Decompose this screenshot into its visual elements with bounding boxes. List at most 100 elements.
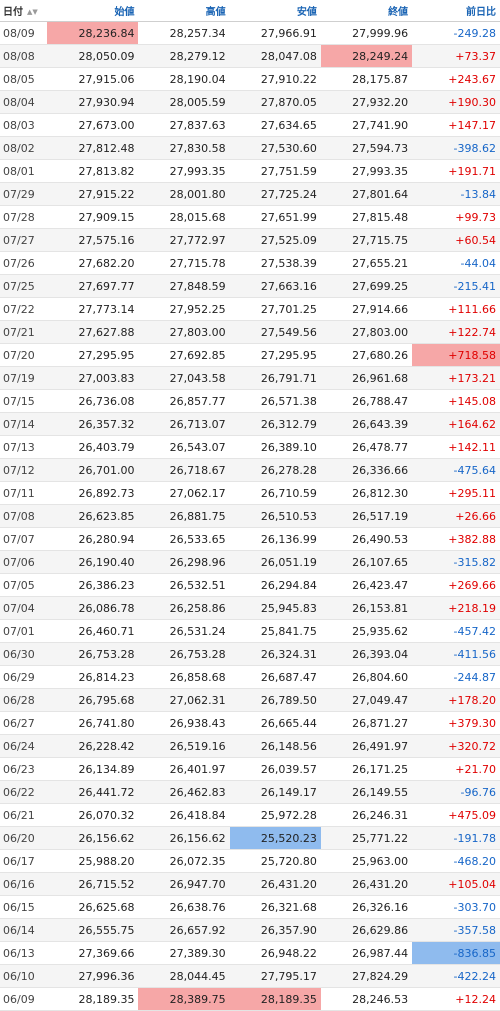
table-row: 07/01 26,460.71 26,531.24 25,841.75 25,935.6… [0, 619, 500, 643]
open-cell: 27,812.48 [47, 136, 139, 160]
low-cell: 26,321.68 [229, 895, 321, 919]
open-cell: 26,715.52 [47, 872, 139, 896]
close-cell: 27,801.64 [320, 182, 413, 206]
change-cell: -836.85 [412, 941, 500, 965]
high-cell: 26,857.77 [138, 389, 230, 413]
high-cell: 27,043.58 [138, 366, 230, 390]
high-cell: 26,858.68 [138, 665, 230, 689]
date-cell: 07/14 [0, 412, 48, 436]
open-cell: 25,988.20 [47, 849, 139, 873]
close-cell: 26,788.47 [320, 389, 413, 413]
open-cell: 26,134.89 [47, 757, 139, 781]
close-cell: 26,107.65 [320, 550, 413, 574]
close-cell: 26,871.27 [320, 711, 413, 735]
high-cell: 27,803.00 [138, 320, 230, 344]
close-cell: 27,815.48 [320, 205, 413, 229]
table-row: 08/01 27,813.82 27,993.35 27,751.59 27,993.3… [0, 159, 500, 183]
low-cell: 27,663.16 [229, 274, 321, 298]
change-cell: -315.82 [412, 550, 500, 574]
date-cell: 08/01 [0, 159, 48, 183]
open-cell: 27,813.82 [47, 159, 139, 183]
high-cell: 26,938.43 [138, 711, 230, 735]
open-cell: 26,386.23 [47, 573, 139, 597]
date-cell: 07/12 [0, 458, 48, 482]
open-cell: 27,003.83 [47, 366, 139, 390]
date-cell: 07/19 [0, 366, 48, 390]
close-cell: 28,249.24 [320, 44, 413, 68]
high-cell: 26,638.76 [138, 895, 230, 919]
low-cell: 26,389.10 [229, 435, 321, 459]
high-cell: 28,005.59 [138, 90, 230, 114]
close-cell: 28,175.87 [320, 67, 413, 91]
table-row: 06/21 26,070.32 26,418.84 25,972.28 26,246.3… [0, 803, 500, 827]
date-cell: 06/13 [0, 941, 48, 965]
table-row: 07/04 26,086.78 26,258.86 25,945.83 26,153.8… [0, 596, 500, 620]
change-cell: +111.66 [412, 297, 500, 321]
low-cell: 25,945.83 [229, 596, 321, 620]
low-cell: 26,431.20 [229, 872, 321, 896]
change-cell: +475.09 [412, 803, 500, 827]
low-cell: 26,324.31 [229, 642, 321, 666]
change-cell: -357.58 [412, 918, 500, 942]
low-column-header[interactable]: 安値 [229, 0, 321, 22]
table-body: 08/09 28,236.84 28,257.34 27,966.91 27,999.9… [0, 21, 500, 1011]
close-cell: 27,715.75 [320, 228, 413, 252]
high-cell: 27,389.30 [138, 941, 230, 965]
low-cell: 27,725.24 [229, 182, 321, 206]
open-cell: 26,814.23 [47, 665, 139, 689]
low-cell: 26,789.50 [229, 688, 321, 712]
change-cell: +178.20 [412, 688, 500, 712]
change-cell: +190.30 [412, 90, 500, 114]
low-cell: 27,525.09 [229, 228, 321, 252]
date-cell: 06/20 [0, 826, 48, 850]
close-column-header[interactable]: 終値 [320, 0, 413, 22]
sort-icon[interactable]: ▲▼ [27, 8, 38, 16]
table-row: 07/22 27,773.14 27,952.25 27,701.25 27,914.6… [0, 297, 500, 321]
date-cell: 07/08 [0, 504, 48, 528]
date-cell: 06/24 [0, 734, 48, 758]
change-cell: +12.24 [412, 987, 500, 1011]
table-row: 06/17 25,988.20 26,072.35 25,720.80 25,963.0… [0, 849, 500, 873]
table-row: 07/27 27,575.16 27,772.97 27,525.09 27,715.7… [0, 228, 500, 252]
low-cell: 26,948.22 [229, 941, 321, 965]
close-cell: 26,336.66 [320, 458, 413, 482]
close-cell: 26,961.68 [320, 366, 413, 390]
close-cell: 27,824.29 [320, 964, 413, 988]
high-cell: 26,947.70 [138, 872, 230, 896]
date-cell: 08/03 [0, 113, 48, 137]
table-row: 07/11 26,892.73 27,062.17 26,710.59 26,812.3… [0, 481, 500, 505]
high-cell: 28,257.34 [138, 21, 230, 45]
open-cell: 26,892.73 [47, 481, 139, 505]
date-cell: 06/21 [0, 803, 48, 827]
high-cell: 28,279.12 [138, 44, 230, 68]
open-column-header[interactable]: 始値 [47, 0, 139, 22]
date-cell: 07/11 [0, 481, 48, 505]
open-cell: 27,673.00 [47, 113, 139, 137]
date-cell: 06/17 [0, 849, 48, 873]
table-row: 06/29 26,814.23 26,858.68 26,687.47 26,804.6… [0, 665, 500, 689]
date-cell: 08/09 [0, 21, 48, 45]
table-row: 06/13 27,369.66 27,389.30 26,948.22 26,987.4… [0, 941, 500, 965]
date-column-header[interactable]: 日付 ▲▼ [0, 0, 48, 22]
low-cell: 27,966.91 [229, 21, 321, 45]
close-cell: 26,812.30 [320, 481, 413, 505]
high-cell: 27,837.63 [138, 113, 230, 137]
change-cell: -457.42 [412, 619, 500, 643]
high-column-header[interactable]: 高値 [138, 0, 230, 22]
close-cell: 26,987.44 [320, 941, 413, 965]
low-cell: 27,701.25 [229, 297, 321, 321]
close-cell: 27,741.90 [320, 113, 413, 137]
low-cell: 26,136.99 [229, 527, 321, 551]
table-row: 06/15 26,625.68 26,638.76 26,321.68 26,326.1… [0, 895, 500, 919]
high-cell: 26,531.24 [138, 619, 230, 643]
change-column-header[interactable]: 前日比 [412, 0, 500, 22]
open-cell: 27,697.77 [47, 274, 139, 298]
table-row: 06/30 26,753.28 26,753.28 26,324.31 26,393.0… [0, 642, 500, 666]
low-cell: 27,870.05 [229, 90, 321, 114]
open-cell: 28,050.09 [47, 44, 139, 68]
high-cell: 28,001.80 [138, 182, 230, 206]
high-cell: 27,993.35 [138, 159, 230, 183]
table-row: 06/09 28,189.35 28,389.75 28,189.35 28,246.5… [0, 987, 500, 1011]
low-cell: 26,294.84 [229, 573, 321, 597]
